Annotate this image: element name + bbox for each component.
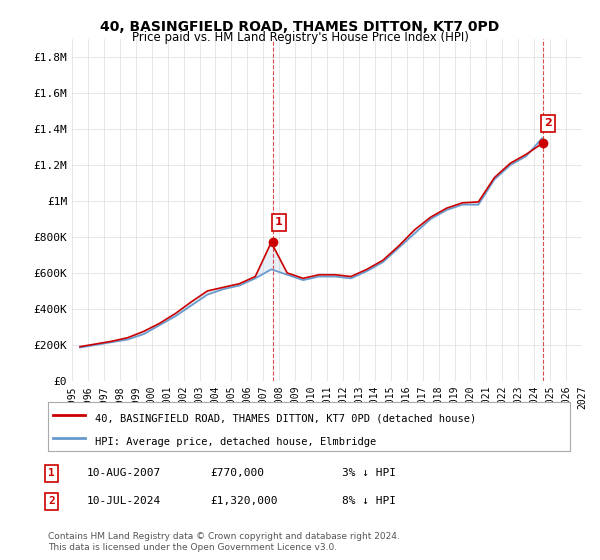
Text: 40, BASINGFIELD ROAD, THAMES DITTON, KT7 0PD (detached house): 40, BASINGFIELD ROAD, THAMES DITTON, KT7… bbox=[95, 414, 476, 424]
Text: £1,320,000: £1,320,000 bbox=[210, 496, 277, 506]
Text: 1: 1 bbox=[275, 217, 283, 227]
Text: 1: 1 bbox=[48, 468, 55, 478]
Text: 2: 2 bbox=[48, 496, 55, 506]
Text: Price paid vs. HM Land Registry's House Price Index (HPI): Price paid vs. HM Land Registry's House … bbox=[131, 31, 469, 44]
Text: 40, BASINGFIELD ROAD, THAMES DITTON, KT7 0PD: 40, BASINGFIELD ROAD, THAMES DITTON, KT7… bbox=[100, 20, 500, 34]
Text: 2: 2 bbox=[544, 118, 552, 128]
Text: HPI: Average price, detached house, Elmbridge: HPI: Average price, detached house, Elmb… bbox=[95, 437, 376, 447]
Text: Contains HM Land Registry data © Crown copyright and database right 2024.
This d: Contains HM Land Registry data © Crown c… bbox=[48, 532, 400, 552]
Text: 8% ↓ HPI: 8% ↓ HPI bbox=[342, 496, 396, 506]
Text: £770,000: £770,000 bbox=[210, 468, 264, 478]
Text: 10-JUL-2024: 10-JUL-2024 bbox=[87, 496, 161, 506]
Text: 3% ↓ HPI: 3% ↓ HPI bbox=[342, 468, 396, 478]
Text: 10-AUG-2007: 10-AUG-2007 bbox=[87, 468, 161, 478]
